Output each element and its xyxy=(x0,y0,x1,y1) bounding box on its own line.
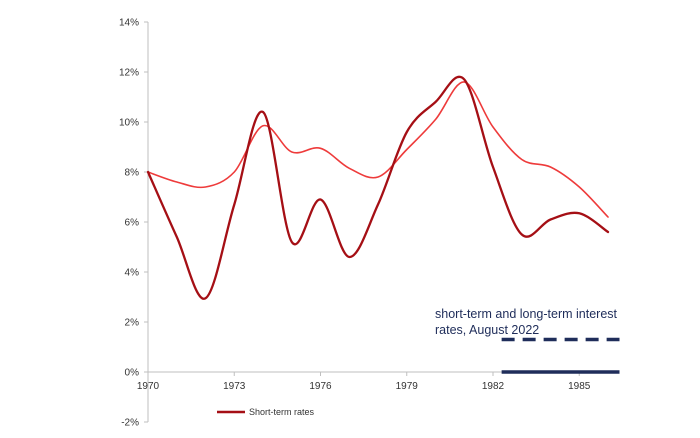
y-tick-label: 12% xyxy=(119,68,139,79)
x-tick-label: 1985 xyxy=(568,381,591,392)
y-axis: -2% 0% 2% 4% 6% 8% 10% 12% 14% xyxy=(119,18,149,429)
x-tick-label: 1970 xyxy=(137,381,160,392)
y-tick-label: 10% xyxy=(119,118,139,129)
x-tick-label: 1982 xyxy=(482,381,505,392)
legend-label-short-term: Short-term rates xyxy=(249,407,315,417)
y-tick-label: 0% xyxy=(125,368,140,379)
y-tick-label: 14% xyxy=(119,18,139,29)
y-tick-label: 6% xyxy=(125,218,140,229)
annotation: short-term and long-term interest rates,… xyxy=(435,307,620,374)
x-tick-label: 1979 xyxy=(396,381,419,392)
series-line-short-term xyxy=(146,75,610,300)
y-tick-label: 4% xyxy=(125,268,140,279)
annotation-line-2: rates, August 2022 xyxy=(435,323,539,337)
x-tick-label: 1973 xyxy=(223,381,246,392)
y-tick-label: 2% xyxy=(125,318,140,329)
annotation-line-1: short-term and long-term interest xyxy=(435,307,618,321)
x-tick-label: 1976 xyxy=(309,381,332,392)
series-lines xyxy=(146,75,610,300)
y-tick-label: 8% xyxy=(125,168,140,179)
x-axis: 1970 1973 1976 1979 1982 1985 xyxy=(137,371,608,392)
series-line-long-term xyxy=(147,81,609,218)
y-tick-label: -2% xyxy=(121,418,139,429)
legend: Short-term rates xyxy=(217,407,315,417)
